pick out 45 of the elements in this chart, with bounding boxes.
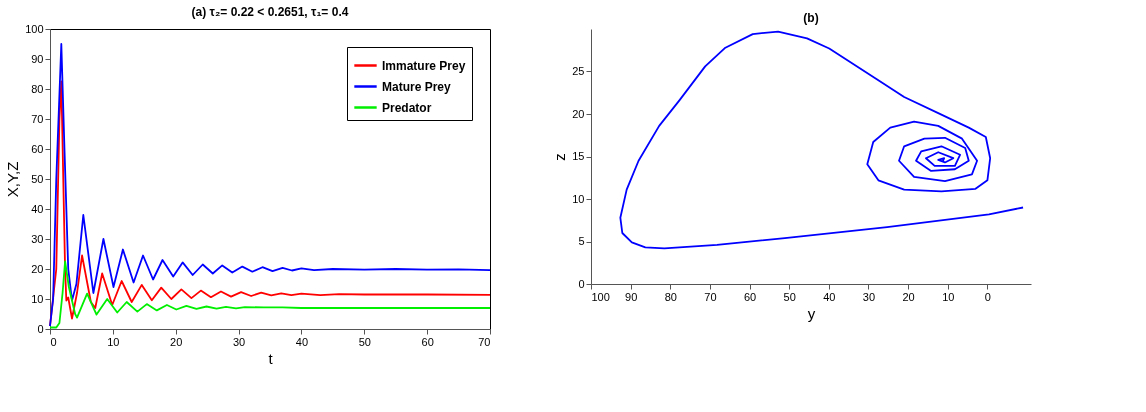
y-tick-label: 90 [31, 52, 44, 65]
y-axis-title: z [551, 153, 569, 161]
x-tick-label: 70 [478, 335, 491, 348]
y-tick-label: 20 [572, 107, 585, 120]
x-tick-label: 0 [984, 290, 991, 303]
legend-label: Mature Prey [382, 79, 452, 94]
x-tick-label: 50 [783, 290, 796, 303]
x-tick-label: 30 [232, 335, 246, 348]
y-tick-label: 50 [31, 172, 44, 185]
x-tick-label: 100 [591, 290, 610, 303]
chart-title: (a) τ₂= 0.22 < 0.2651, τ₁= 0.4 [191, 5, 349, 19]
x-tick-label: 20 [170, 335, 183, 348]
y-tick-label: 10 [572, 192, 585, 205]
y-tick-label: 40 [31, 202, 44, 215]
y-axis-title: X,Y,Z [4, 161, 22, 198]
y-tick-label: 80 [31, 82, 44, 95]
x-tick-label: 10 [107, 335, 120, 348]
x-tick-label: 90 [625, 290, 638, 303]
x-tick-label: 40 [823, 290, 836, 303]
chart-title: (b) [803, 11, 819, 25]
x-axis-title: t [268, 349, 274, 367]
y-tick-label: 5 [578, 235, 585, 247]
legend-label: Predator [382, 100, 432, 115]
x-tick-label: 50 [358, 335, 371, 348]
x-axis-title: y [807, 304, 816, 322]
x-tick-label: 0 [50, 335, 57, 348]
x-tick-label: 60 [743, 290, 757, 303]
y-tick-label: 15 [572, 150, 585, 162]
line-series [619, 30, 1024, 250]
y-tick-label: 25 [572, 65, 585, 77]
y-tick-label: 70 [31, 112, 44, 125]
x-tick-label: 10 [942, 290, 955, 303]
y-tick-label: 20 [31, 262, 44, 275]
y-tick-label: 0 [37, 322, 44, 335]
legend-label: Immature Prey [382, 58, 466, 73]
x-tick-label: 70 [704, 290, 717, 303]
y-tick-label: 100 [25, 22, 44, 35]
y-tick-label: 30 [31, 232, 44, 245]
y-tick-label: 60 [31, 142, 44, 155]
x-tick-label: 20 [902, 290, 915, 303]
x-tick-label: 80 [664, 290, 677, 303]
x-tick-label: 60 [421, 335, 434, 348]
x-tick-label: 40 [295, 335, 309, 348]
x-tick-label: 30 [862, 290, 876, 303]
y-tick-label: 0 [578, 277, 585, 290]
